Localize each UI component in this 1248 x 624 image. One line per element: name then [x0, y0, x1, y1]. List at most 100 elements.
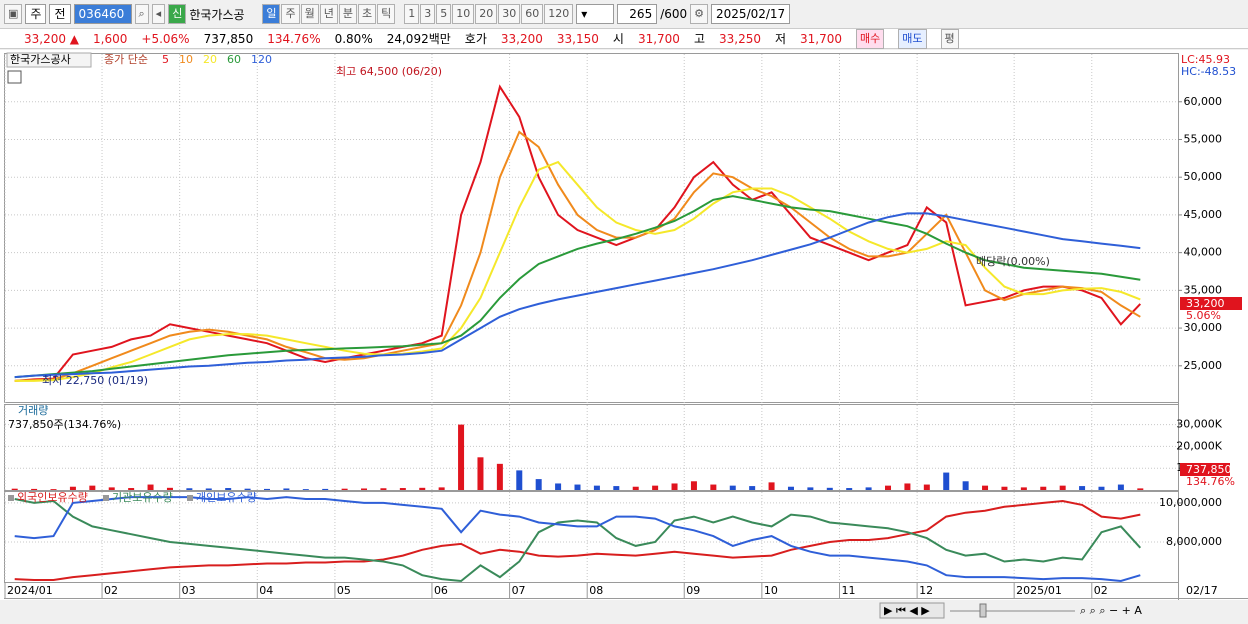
- volume-bar: [613, 486, 620, 490]
- volume-bar: [496, 463, 503, 490]
- interval-button[interactable]: 1: [404, 4, 420, 24]
- stock-name: 한국가스공: [189, 7, 245, 22]
- volume-bar: [1079, 486, 1086, 490]
- volume-bar: [982, 485, 989, 490]
- chart-title: 한국가스공사: [10, 53, 71, 66]
- volume-last-rate: 134.76%: [1186, 475, 1235, 488]
- search-icon[interactable]: ⌕: [134, 4, 149, 24]
- sound-icon[interactable]: ◂: [151, 4, 166, 24]
- series-line: [14, 499, 1141, 581]
- x-end-label: 02/17: [1186, 584, 1218, 597]
- volume-bar: [1117, 484, 1124, 490]
- high-label: 고: [693, 32, 705, 46]
- chart: 2024/01 02 03 04 05 06 07 08 09 10 11 12 2025/01 02 02…: [0, 50, 1248, 600]
- volume-bar: [108, 487, 115, 490]
- buy-button[interactable]: 매수: [856, 28, 885, 49]
- x-tick-label: 04: [259, 584, 273, 597]
- y-tick-label: 55,000: [1184, 132, 1223, 145]
- eval-button[interactable]: 평: [940, 28, 959, 49]
- period-button[interactable]: 월: [300, 4, 319, 24]
- y-tick-label: 30,000: [1184, 321, 1223, 334]
- scroll-controls: ▶ ⏮ ◀ ▶ ⌕ ⌕ ⌕ − + A: [879, 602, 1142, 619]
- volume-bar: [904, 483, 911, 490]
- annotation-dividend: 배당락(0.00%): [976, 255, 1050, 268]
- volume-bar: [710, 484, 717, 490]
- volume-bar: [322, 488, 329, 490]
- period-button[interactable]: 분: [338, 4, 357, 24]
- last-rate: 5.06%: [1186, 309, 1221, 322]
- series-line: [14, 160, 1141, 382]
- interval-button[interactable]: 120: [544, 4, 574, 24]
- x-tick-label: 03: [182, 584, 196, 597]
- volume-bar: [361, 488, 368, 490]
- x-tick-label: 09: [686, 584, 700, 597]
- volume-bar: [458, 424, 465, 490]
- volume-bar: [186, 488, 193, 490]
- volume-bar: [535, 479, 542, 490]
- turnover: 0.80%: [334, 31, 373, 46]
- volume: 737,850: [203, 31, 254, 46]
- low-label: 저: [774, 32, 787, 46]
- x-tick-label: 08: [589, 584, 603, 597]
- x-tick-label: 06: [434, 584, 448, 597]
- zoom-icons[interactable]: ⌕ ⌕ ⌕ − + A: [1080, 604, 1142, 617]
- nav-buttons[interactable]: [879, 602, 945, 619]
- bottom-bar: ▶ ⏮ ◀ ▶ ⌕ ⌕ ⌕ − + A: [0, 600, 1248, 621]
- count-input[interactable]: 265: [617, 4, 658, 24]
- change: 1,600: [93, 31, 128, 46]
- series-line: [14, 496, 1141, 583]
- zoom-thumb[interactable]: [979, 603, 987, 618]
- volume-bar: [807, 487, 814, 490]
- period-button[interactable]: 년: [319, 4, 338, 24]
- period-button[interactable]: 주: [281, 4, 300, 24]
- volume-bar: [787, 486, 794, 490]
- price: 33,200 ▲: [24, 31, 80, 46]
- volume-bar: [749, 486, 756, 490]
- x-tick-label: 2024/01: [7, 584, 53, 597]
- volume-bar: [380, 488, 387, 490]
- series-line: [14, 212, 1141, 379]
- interval-dropdown[interactable]: ▾: [576, 4, 615, 24]
- volume-bar: [1059, 485, 1066, 490]
- period-button[interactable]: 틱: [377, 4, 396, 24]
- y-tick-label: 50,000: [1184, 170, 1223, 183]
- open: 31,700: [637, 31, 680, 46]
- y-tick-label: 35,000: [1184, 283, 1223, 296]
- market-select[interactable]: 주: [25, 4, 47, 24]
- volume-bar: [69, 486, 76, 490]
- volume-bar: [671, 483, 678, 490]
- period-button[interactable]: 일: [262, 4, 281, 24]
- volume-bar: [1001, 486, 1008, 490]
- layout-icon[interactable]: ▣: [4, 4, 23, 24]
- legend-swatch: [187, 495, 193, 501]
- interval-button[interactable]: 10: [452, 4, 475, 24]
- interval-button[interactable]: 30: [498, 4, 521, 24]
- scope-select[interactable]: 전: [49, 4, 71, 24]
- interval-button[interactable]: 20: [475, 4, 498, 24]
- volume-bar: [128, 488, 135, 490]
- calendar-icon[interactable]: [7, 70, 22, 84]
- volume-bar: [690, 481, 697, 490]
- low: 31,700: [800, 31, 843, 46]
- volume-bar: [1098, 486, 1105, 490]
- rate: +5.06%: [141, 31, 190, 46]
- last-price-box: [1180, 297, 1242, 310]
- interval-button[interactable]: 3: [420, 4, 436, 24]
- tool-icon[interactable]: ⚙: [690, 4, 709, 24]
- date-input[interactable]: 2025/02/17: [711, 4, 791, 24]
- code-input[interactable]: 036460: [73, 4, 132, 24]
- period-button[interactable]: 초: [357, 4, 377, 24]
- hc-label: HC:-48.53: [1181, 65, 1236, 78]
- y-tick-label: 25,000: [1184, 359, 1223, 372]
- y-tick-label: 8,000,000: [1166, 535, 1222, 548]
- volume-rate: 134.76%: [267, 31, 321, 46]
- volume-bar: [865, 487, 872, 490]
- sell-button[interactable]: 매도: [898, 28, 927, 49]
- interval-button[interactable]: 5: [436, 4, 452, 24]
- x-tick-label: 02: [1094, 584, 1108, 597]
- interval-button[interactable]: 60: [521, 4, 544, 24]
- x-tick-label: 11: [841, 584, 855, 597]
